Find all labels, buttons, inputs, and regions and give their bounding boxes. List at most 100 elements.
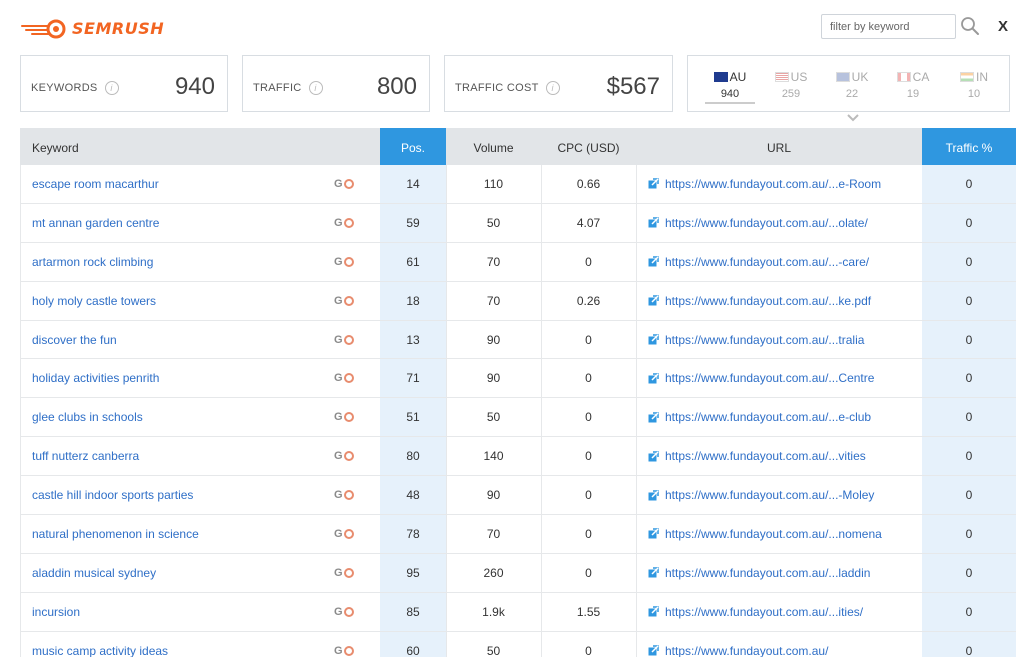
traffic-cell: 0 (922, 165, 1016, 203)
serp-circle-icon[interactable] (343, 451, 354, 462)
external-link-icon[interactable] (648, 489, 659, 501)
serp-circle-icon[interactable] (343, 373, 354, 384)
keyword-link[interactable]: mt annan garden centre (32, 215, 160, 230)
keyword-serp-icons: G (334, 476, 364, 514)
url-cell: https://www.fundayout.com.au/ (648, 632, 918, 657)
external-link-icon[interactable] (648, 373, 659, 384)
table-body: escape room macarthur G 14 110 0.66 http… (20, 165, 1016, 657)
serp-circle-icon[interactable] (343, 256, 354, 267)
keyword-link[interactable]: natural phenomenon in science (32, 526, 199, 541)
google-icon[interactable]: G (334, 294, 343, 307)
url-link[interactable]: https://www.fundayout.com.au/...e-Room (665, 176, 882, 191)
google-icon[interactable]: G (334, 411, 343, 424)
google-icon[interactable]: G (334, 566, 343, 579)
keyword-link[interactable]: discover the fun (32, 332, 117, 347)
url-cell: https://www.fundayout.com.au/...tralia (648, 321, 918, 359)
col-header-traffic[interactable]: Traffic % (922, 128, 1016, 165)
position-cell: 61 (380, 242, 446, 281)
google-icon[interactable]: G (334, 333, 343, 346)
serp-circle-icon[interactable] (343, 334, 354, 345)
google-icon[interactable]: G (334, 255, 343, 268)
col-header-pos[interactable]: Pos. (380, 128, 446, 165)
external-link-icon[interactable] (648, 295, 659, 306)
url-link[interactable]: https://www.fundayout.com.au/...vities (665, 449, 866, 464)
traffic-cell: 0 (922, 203, 1016, 242)
country-tab-in[interactable]: IN 10 (949, 70, 999, 100)
serp-circle-icon[interactable] (343, 217, 354, 228)
google-icon[interactable]: G (334, 216, 343, 229)
col-header-keyword[interactable]: Keyword (32, 141, 79, 155)
url-link[interactable]: https://www.fundayout.com.au/...laddin (665, 565, 871, 580)
google-icon[interactable]: G (334, 605, 343, 618)
country-code: IN (976, 70, 988, 84)
google-icon[interactable]: G (334, 372, 343, 385)
external-link-icon[interactable] (648, 567, 659, 578)
google-icon[interactable]: G (334, 644, 343, 657)
external-link-icon[interactable] (648, 334, 659, 345)
table-row: artarmon rock climbing G 61 70 0 https:/… (20, 242, 1016, 282)
serp-circle-icon[interactable] (343, 295, 354, 306)
keyword-link[interactable]: castle hill indoor sports parties (32, 488, 194, 503)
filter-keyword-input[interactable] (821, 14, 956, 39)
volume-cell: 70 (486, 293, 501, 308)
external-link-icon[interactable] (648, 606, 659, 617)
url-link[interactable]: https://www.fundayout.com.au/...-Moley (665, 488, 875, 503)
google-icon[interactable]: G (334, 489, 343, 502)
keyword-link[interactable]: tuff nutterz canberra (32, 449, 140, 464)
table-header: Keyword Pos. Volume CPC (USD) URL Traffi… (20, 128, 1016, 165)
keyword-link[interactable]: incursion (32, 604, 81, 619)
external-link-icon[interactable] (648, 528, 659, 539)
external-link-icon[interactable] (648, 450, 659, 462)
serp-circle-icon[interactable] (343, 178, 354, 189)
info-icon[interactable]: i (545, 81, 560, 95)
url-link[interactable]: https://www.fundayout.com.au/...-care/ (665, 254, 870, 269)
col-header-url[interactable]: URL (766, 141, 791, 155)
google-icon[interactable]: G (334, 450, 343, 463)
url-link[interactable]: https://www.fundayout.com.au/...nomena (665, 526, 882, 541)
google-icon[interactable]: G (334, 527, 343, 540)
cpc-cell: 0.66 (576, 176, 601, 191)
serp-circle-icon[interactable] (343, 567, 354, 578)
country-tab-au[interactable]: AU 940 (705, 70, 755, 104)
external-link-icon[interactable] (648, 412, 659, 423)
country-tab-ca[interactable]: CA 19 (888, 70, 938, 100)
url-link[interactable]: https://www.fundayout.com.au/...ke.pdf (665, 293, 872, 308)
info-icon[interactable]: i (104, 81, 119, 95)
serp-circle-icon[interactable] (343, 528, 354, 539)
keyword-link[interactable]: glee clubs in schools (32, 410, 143, 425)
keyword-link[interactable]: aladdin musical sydney (32, 565, 157, 580)
semrush-logo[interactable]: SEMRUSH (20, 14, 164, 42)
serp-circle-icon[interactable] (343, 645, 354, 656)
traffic-cell: 0 (922, 631, 1016, 657)
traffic-cell: 0 (922, 437, 1016, 476)
url-link[interactable]: https://www.fundayout.com.au/...ities/ (665, 604, 864, 619)
country-tab-uk[interactable]: UK 22 (827, 70, 877, 100)
external-link-icon[interactable] (648, 645, 659, 656)
url-link[interactable]: https://www.fundayout.com.au/...e-club (665, 410, 872, 425)
col-header-cpc[interactable]: CPC (USD) (557, 141, 620, 155)
url-link[interactable]: https://www.fundayout.com.au/...olate/ (665, 215, 868, 230)
serp-circle-icon[interactable] (343, 606, 354, 617)
url-link[interactable]: https://www.fundayout.com.au/...Centre (665, 371, 875, 386)
country-tab-us[interactable]: US 259 (766, 70, 816, 100)
search-icon[interactable] (960, 16, 980, 36)
serp-circle-icon[interactable] (343, 412, 354, 423)
keyword-serp-icons: G (334, 398, 364, 436)
url-link[interactable]: https://www.fundayout.com.au/ (665, 643, 829, 657)
info-icon[interactable]: i (308, 81, 323, 95)
external-link-icon[interactable] (648, 256, 659, 267)
google-icon[interactable]: G (334, 177, 343, 190)
keyword-link[interactable]: escape room macarthur (32, 176, 159, 191)
serp-circle-icon[interactable] (343, 490, 354, 501)
keyword-link[interactable]: artarmon rock climbing (32, 254, 154, 269)
external-link-icon[interactable] (648, 217, 659, 228)
url-link[interactable]: https://www.fundayout.com.au/...tralia (665, 332, 865, 347)
australia-flag-icon (713, 72, 728, 82)
keyword-link[interactable]: holy moly castle towers (32, 293, 157, 308)
external-link-icon[interactable] (648, 178, 659, 189)
chevron-down-icon[interactable] (846, 113, 860, 123)
col-header-volume[interactable]: Volume (473, 141, 514, 155)
keyword-link[interactable]: music camp activity ideas (32, 643, 169, 657)
keyword-link[interactable]: holiday activities penrith (32, 371, 160, 386)
close-button[interactable]: X (998, 18, 1009, 35)
